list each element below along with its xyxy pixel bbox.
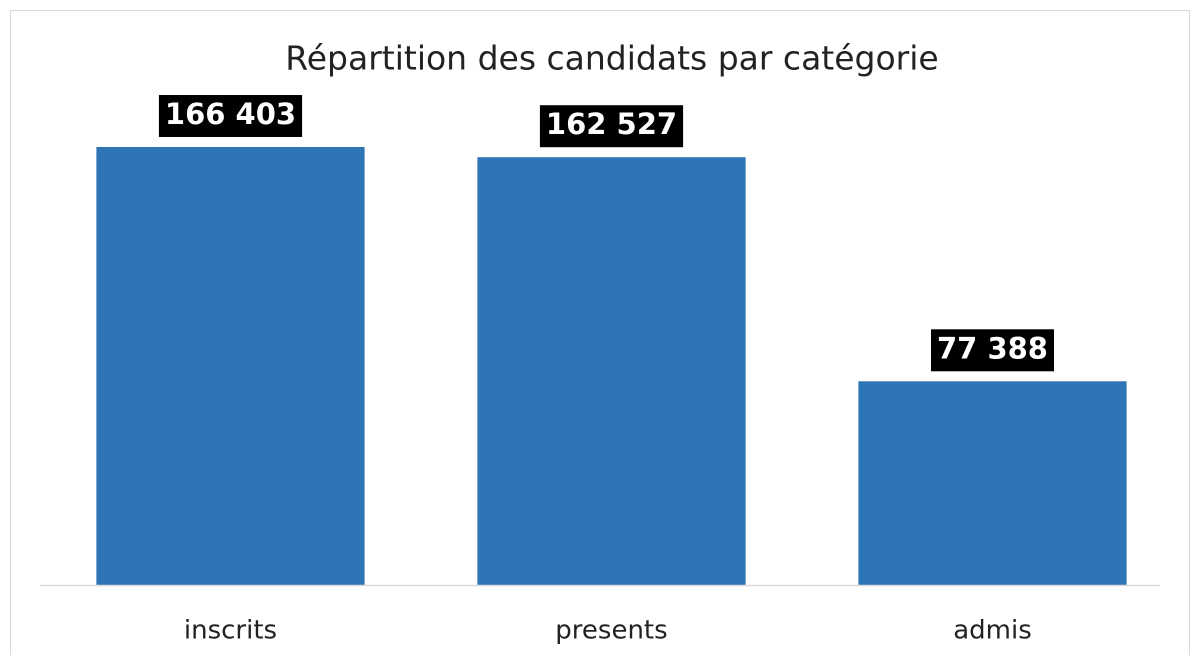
x-tick-label: presents <box>555 616 667 646</box>
data-label-text: 166 403 <box>165 97 296 131</box>
chart-title: Répartition des candidats par catégorie <box>285 39 938 78</box>
data-label: 77 388 <box>931 329 1054 372</box>
data-label-box <box>539 105 684 148</box>
data-label: 166 403 <box>158 95 303 137</box>
data-label-box <box>931 329 1054 372</box>
bar <box>477 157 746 585</box>
bar <box>858 381 1127 585</box>
data-label: 162 527 <box>539 105 684 148</box>
data-label-text: 162 527 <box>546 107 677 141</box>
x-tick-label: inscrits <box>184 616 277 646</box>
data-label-text: 77 388 <box>937 331 1048 365</box>
x-tick-label: admis <box>953 616 1032 646</box>
data-label-box <box>158 95 303 137</box>
plot-area: inscrits 166 403 presents 162 527 admis 77 38… <box>96 95 1127 646</box>
bar <box>96 147 365 585</box>
